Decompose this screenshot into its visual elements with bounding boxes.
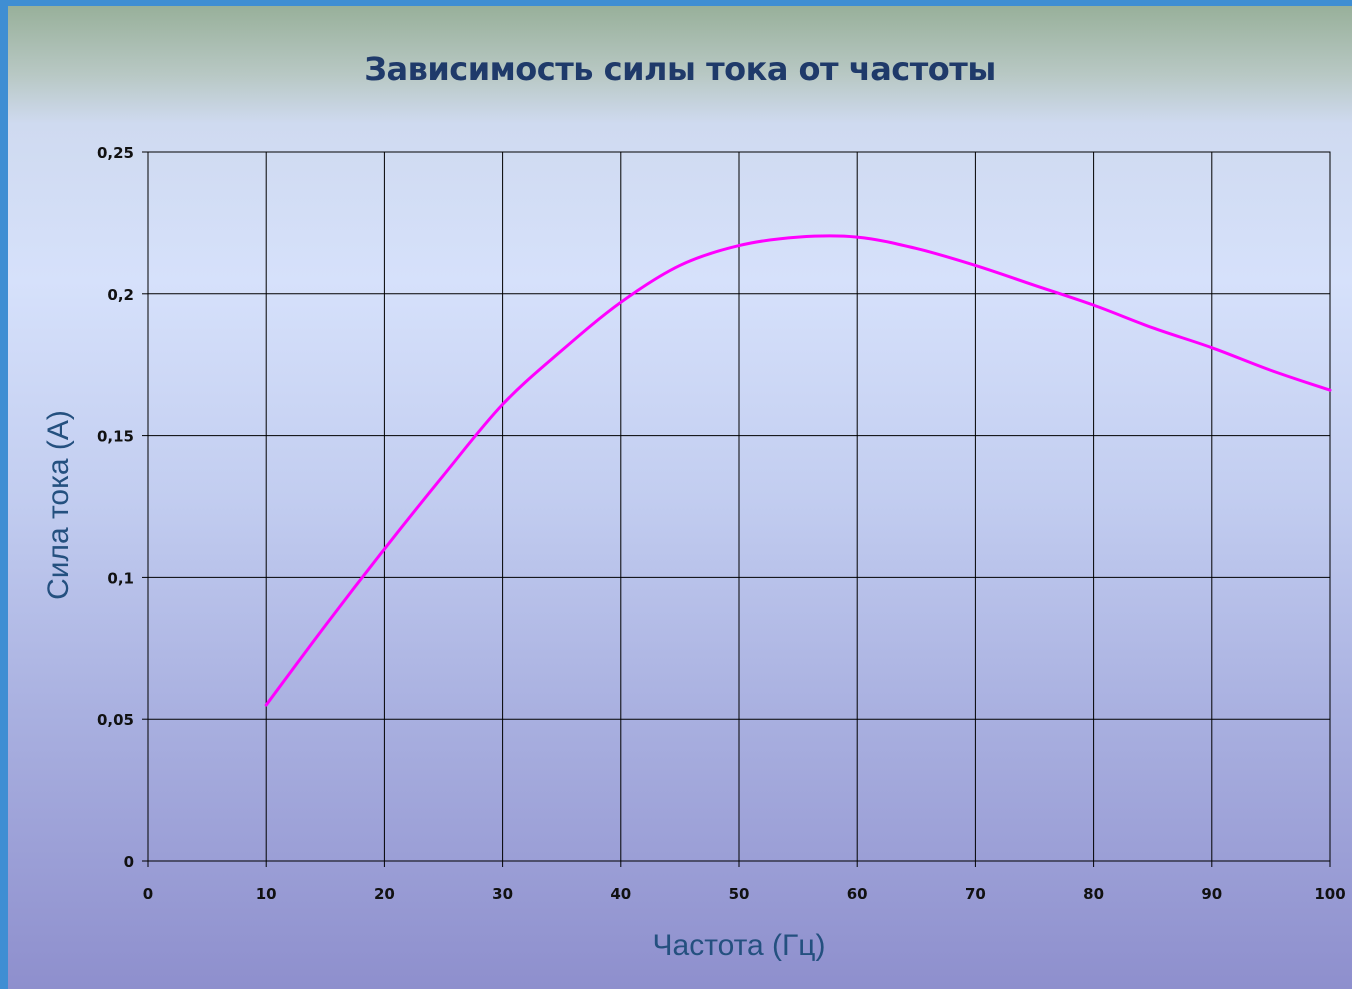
chart-title: Зависимость силы тока от частоты bbox=[364, 50, 996, 88]
x-tick-label: 50 bbox=[729, 885, 750, 903]
x-tick-label: 60 bbox=[847, 885, 868, 903]
x-tick-label: 100 bbox=[1314, 885, 1345, 903]
x-axis-label: Частота (Гц) bbox=[653, 929, 826, 962]
x-tick-label: 10 bbox=[256, 885, 277, 903]
series-line bbox=[264, 234, 1332, 707]
gridlines bbox=[147, 151, 1331, 862]
x-tick-label: 40 bbox=[610, 885, 631, 903]
x-tick-label: 80 bbox=[1083, 885, 1104, 903]
x-tick-label: 0 bbox=[143, 885, 153, 903]
y-tick-label: 0,05 bbox=[97, 711, 134, 729]
y-tick-label: 0,25 bbox=[97, 144, 134, 162]
y-axis-label: Сила тока (А) bbox=[42, 410, 75, 600]
x-tick-label: 90 bbox=[1201, 885, 1222, 903]
y-tick-label: 0,1 bbox=[107, 569, 134, 587]
y-axis-ticks: 0 0,05 0,1 0,15 0,2 0,25 bbox=[97, 144, 148, 871]
x-tick-label: 70 bbox=[965, 885, 986, 903]
y-tick-label: 0,2 bbox=[107, 286, 134, 304]
data-series bbox=[264, 234, 1332, 707]
x-tick-label: 30 bbox=[492, 885, 513, 903]
chart-panel: Зависимость силы тока от частоты bbox=[8, 6, 1352, 989]
x-tick-label: 20 bbox=[374, 885, 395, 903]
y-tick-label: 0 bbox=[124, 853, 134, 871]
y-tick-label: 0,15 bbox=[97, 428, 134, 446]
x-axis-ticks: 0 10 20 30 40 50 60 70 80 90 100 bbox=[143, 861, 1346, 903]
